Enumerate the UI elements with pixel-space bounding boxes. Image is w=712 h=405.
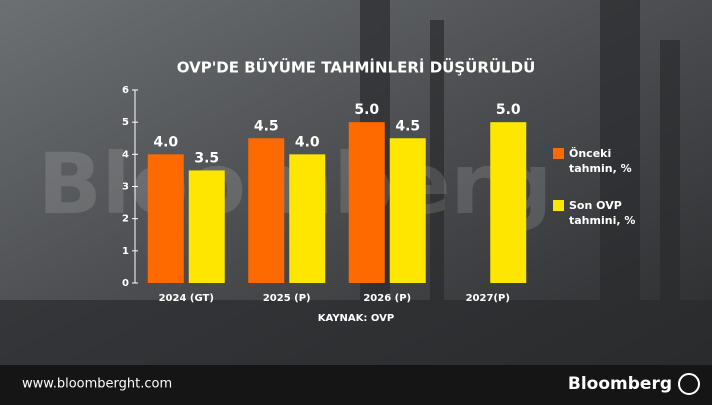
x-tick-label: 2025 (P) xyxy=(263,293,311,304)
footer-bar xyxy=(0,365,712,405)
bar xyxy=(348,122,385,284)
footer-url: www.bloomberght.com xyxy=(22,377,172,392)
x-tick-label: 2026 (P) xyxy=(363,293,411,304)
legend-label: Son OVP tahmini, % xyxy=(569,199,636,227)
bar xyxy=(389,138,426,283)
value-label: 3.5 xyxy=(194,150,219,166)
y-tick-label: 4 xyxy=(122,149,129,160)
bar xyxy=(147,154,184,283)
value-label: 4.0 xyxy=(295,134,320,150)
brand: Bloomberg xyxy=(568,374,672,394)
bar xyxy=(248,138,285,283)
brand-logo xyxy=(678,373,700,395)
bar xyxy=(289,154,326,283)
legend-swatch xyxy=(553,200,564,211)
legend-swatch xyxy=(553,148,564,159)
value-label: 5.0 xyxy=(496,102,521,118)
chart-title: OVP'DE BÜYÜME TAHMİNLERİ DÜŞÜRÜLDÜ xyxy=(177,58,536,77)
value-label: 4.0 xyxy=(153,134,178,150)
value-label: 4.5 xyxy=(395,118,420,134)
y-tick-label: 6 xyxy=(122,85,129,96)
bar xyxy=(490,122,527,284)
y-tick-label: 0 xyxy=(122,278,129,289)
background-structures xyxy=(0,0,712,365)
x-tick-label: 2027(P) xyxy=(466,293,510,304)
y-tick-label: 3 xyxy=(122,182,129,193)
bar xyxy=(188,170,225,283)
y-tick-label: 1 xyxy=(122,246,129,257)
value-label: 4.5 xyxy=(254,118,279,134)
y-tick-label: 5 xyxy=(122,117,129,128)
x-tick-label: 2024 (GT) xyxy=(159,293,214,304)
legend-label: Önceki tahmin, % xyxy=(569,147,632,175)
y-tick-label: 2 xyxy=(122,214,129,225)
source: KAYNAK: OVP xyxy=(318,313,394,324)
value-label: 5.0 xyxy=(354,102,379,118)
